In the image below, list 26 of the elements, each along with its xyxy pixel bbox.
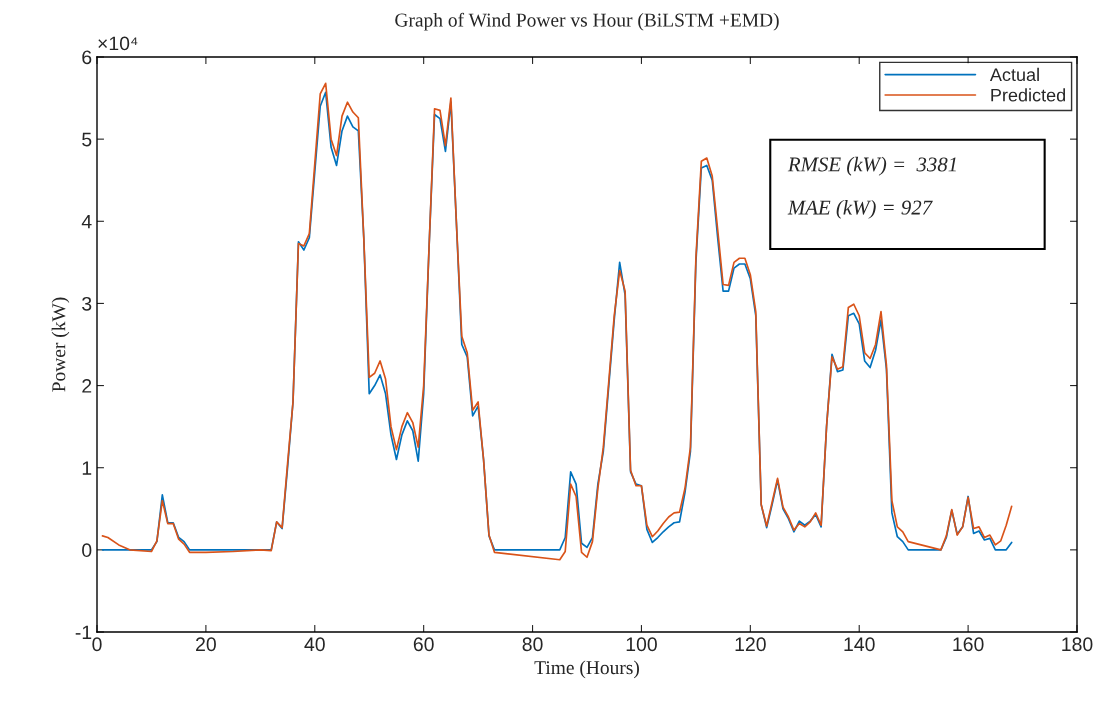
y-tick-label: -1 [75, 625, 92, 640]
y-tick-label: 2 [82, 379, 92, 393]
y-tick-label: 5 [82, 132, 92, 147]
x-tick-label: 160 [953, 637, 984, 652]
x-tick-label: 140 [844, 637, 875, 652]
y-tick-label: 6 [82, 50, 92, 65]
y-tick-label: 1 [82, 461, 92, 475]
legend-label: Predicted [991, 88, 1066, 102]
annotation: MAE (kW) = 927 [787, 199, 933, 219]
x-tick-label: 120 [735, 637, 766, 652]
x-tick-label: 100 [626, 637, 657, 652]
x-tick-label: 80 [522, 637, 543, 652]
x-tick-label: 0 [92, 637, 102, 652]
annotation: RMSE (kW) = 3381 [787, 156, 956, 176]
y-axis-title: Power (kW) [51, 297, 70, 392]
x-tick-label: 180 [1062, 637, 1093, 652]
x-tick-label: 40 [304, 637, 325, 652]
y-tick-label: 4 [81, 214, 92, 229]
legend-label: Actual [989, 67, 1039, 82]
x-axis-title: Time (Hours) [534, 660, 639, 679]
x-tick-label: 60 [413, 637, 434, 652]
y-tick-label: 0 [82, 543, 92, 558]
x-tick-label: 20 [196, 637, 216, 652]
chart-title: Graph of Wind Power vs Hour (BiLSTM +EMD) [395, 12, 779, 31]
y-tick-label: 3 [82, 296, 92, 311]
text: ×10⁴ [98, 36, 138, 51]
